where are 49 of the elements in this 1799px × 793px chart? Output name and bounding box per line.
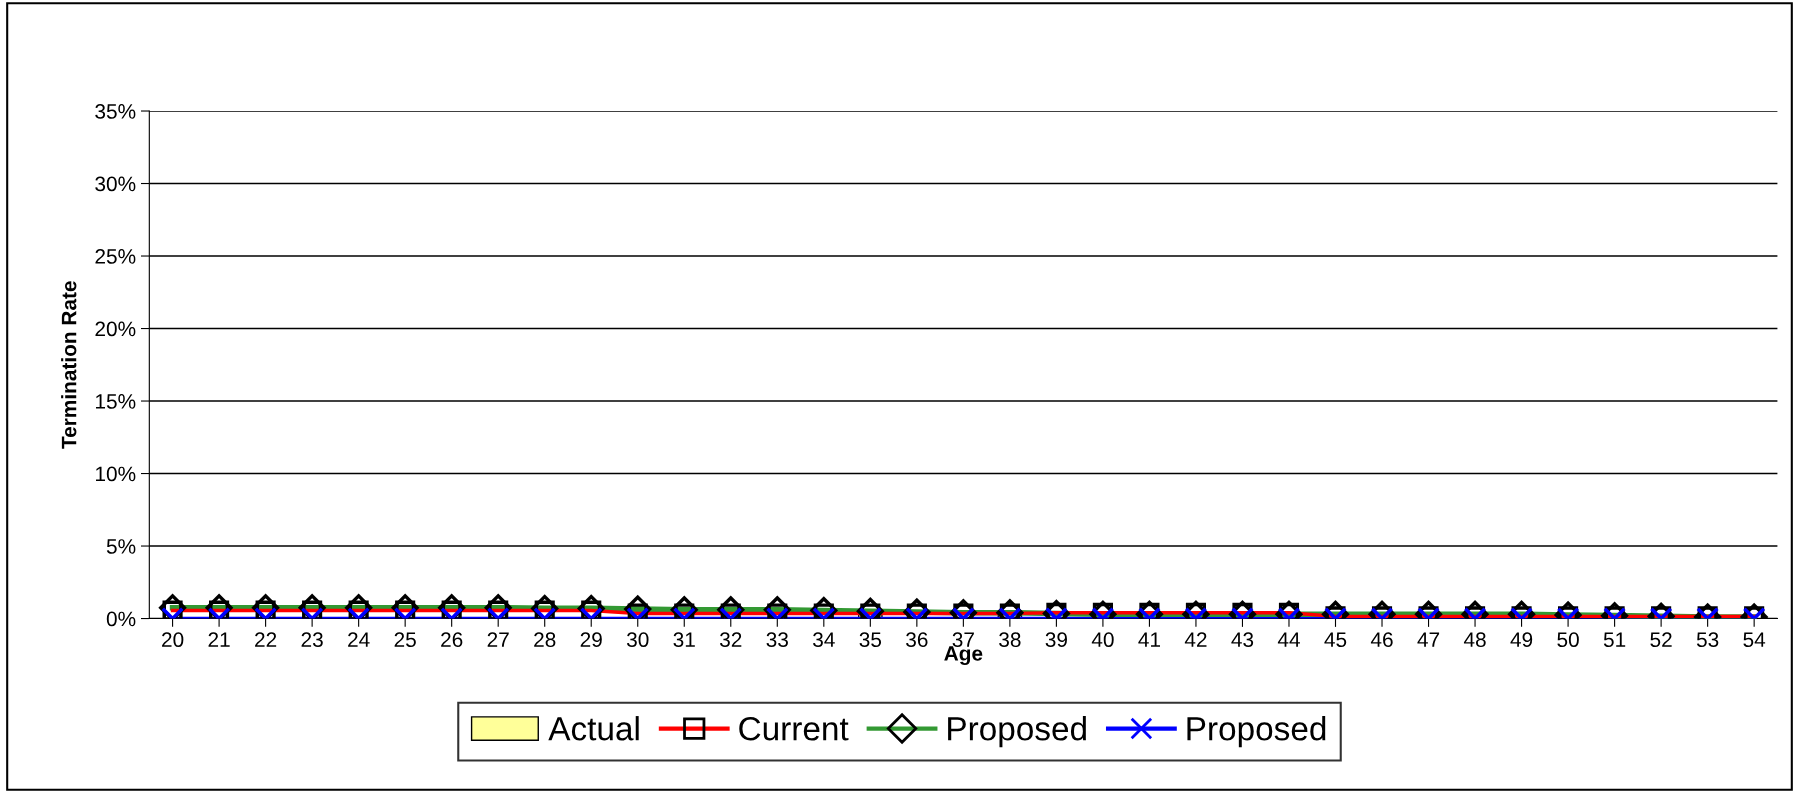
x-tick-label: 34 [813, 632, 835, 648]
legend-label: Proposed [948, 716, 1086, 748]
y-tick-label: 20% [95, 321, 136, 337]
x-tick-label: 41 [1138, 632, 1160, 647]
y-tick-label: 30% [95, 176, 136, 192]
x-tick-label: 54 [1743, 632, 1766, 648]
x-tick-label: 39 [1045, 632, 1067, 648]
x-tick-label: 22 [255, 632, 277, 647]
legend-label: Current [739, 716, 849, 741]
y-tick-label: 25% [95, 249, 136, 264]
x-tick-label: 51 [1603, 632, 1626, 648]
y-axis-title: Termination Rate [61, 281, 77, 449]
x-tick-label: 37 [952, 632, 974, 648]
x-tick-label: 21 [208, 632, 230, 647]
x-tick-label: 28 [534, 632, 556, 648]
x-tick-label: 26 [441, 632, 463, 648]
x-tick-label: 42 [1184, 632, 1207, 647]
x-tick-label: 44 [1277, 632, 1300, 647]
x-tick-label: 31 [673, 632, 695, 648]
x-tick-label: 49 [1510, 632, 1533, 648]
y-tick-label: 10% [96, 466, 136, 482]
x-tick-label: 40 [1091, 632, 1114, 648]
x-tick-label: 32 [719, 632, 742, 648]
x-tick-label: 50 [1557, 632, 1579, 648]
x-tick-label: 36 [906, 632, 928, 648]
x-tick-label: 48 [1463, 632, 1486, 648]
x-tick-label: 30 [626, 632, 649, 648]
y-tick-label: 35% [95, 104, 136, 119]
legend-label: Actual [548, 716, 639, 741]
x-tick-label: 29 [580, 632, 602, 648]
x-tick-label: 53 [1696, 632, 1719, 648]
legend-label: Proposed [1187, 716, 1326, 748]
x-tick-label: 25 [394, 632, 416, 648]
x-tick-label: 27 [487, 632, 509, 647]
x-tick-label: 24 [348, 632, 370, 647]
x-tick-label: 38 [999, 632, 1021, 648]
x-tick-label: 23 [301, 632, 323, 648]
x-tick-label: 33 [766, 632, 788, 648]
y-tick-label: 0% [106, 611, 136, 627]
x-tick-label: 20 [162, 632, 184, 648]
x-tick-label: 43 [1231, 632, 1254, 648]
x-tick-label: 35 [859, 632, 882, 648]
x-tick-label: 46 [1370, 632, 1393, 648]
x-tick-label: 45 [1324, 632, 1347, 648]
x-tick-label: 47 [1417, 632, 1440, 647]
y-tick-label: 5% [106, 539, 136, 554]
y-tick-label: 15% [96, 394, 136, 409]
x-tick-label: 52 [1650, 632, 1672, 648]
x-axis-title: Age [944, 646, 983, 666]
